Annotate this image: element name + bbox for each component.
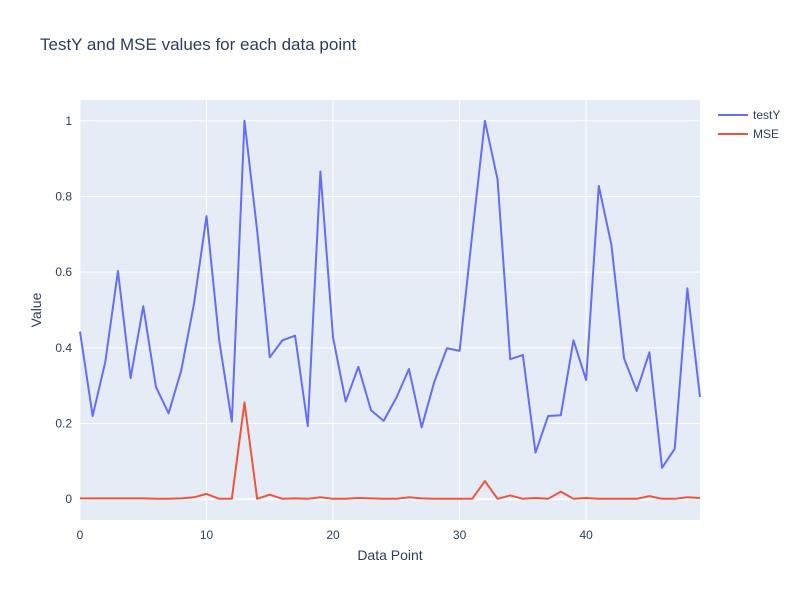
legend[interactable]: testY MSE — [718, 108, 780, 141]
x-tick-label: 40 — [579, 528, 593, 542]
y-tick-labels: 0 0.2 0.4 0.6 0.8 1 — [55, 114, 72, 506]
x-tick-labels: 0 10 20 30 40 — [77, 528, 593, 542]
x-axis-title: Data Point — [357, 547, 422, 563]
x-gridlines — [79, 100, 587, 520]
x-tick-label: 0 — [77, 528, 84, 542]
x-tick-label: 30 — [453, 528, 467, 542]
x-tick-label: 20 — [326, 528, 340, 542]
y-tick-label: 1 — [65, 114, 72, 128]
plot-area — [80, 100, 700, 520]
series-line-testy[interactable] — [79, 119, 701, 469]
y-tick-label: 0.2 — [55, 417, 72, 431]
series-line-mse[interactable] — [80, 401, 701, 500]
series-layer — [79, 119, 701, 500]
y-tick-label: 0.6 — [55, 265, 72, 279]
chart-title: TestY and MSE values for each data point — [40, 35, 357, 54]
legend-label-mse[interactable]: MSE — [753, 127, 779, 141]
y-tick-label: 0.8 — [55, 189, 72, 203]
x-tick-label: 10 — [200, 528, 214, 542]
legend-label-testy[interactable]: testY — [753, 108, 780, 122]
y-tick-label: 0.4 — [55, 341, 72, 355]
y-tick-label: 0 — [65, 492, 72, 506]
y-axis-title: Value — [28, 292, 44, 327]
